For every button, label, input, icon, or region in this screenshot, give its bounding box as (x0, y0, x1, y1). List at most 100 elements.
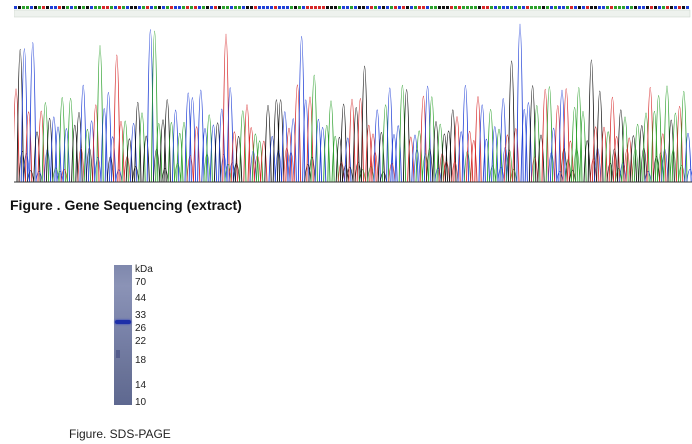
base-call-marker (226, 6, 229, 9)
base-call-marker (538, 6, 541, 9)
trace-peak (461, 85, 470, 183)
base-call-marker (554, 6, 557, 9)
base-call-marker (46, 6, 49, 9)
base-call-marker (222, 6, 225, 9)
base-call-marker (674, 6, 677, 9)
base-call-marker (346, 6, 349, 9)
base-call-marker (270, 6, 273, 9)
trace-minor-peak (304, 164, 312, 183)
trace-peak (352, 107, 360, 183)
base-call-marker (250, 6, 253, 9)
trace-peak (167, 122, 176, 183)
trace-peak (14, 88, 20, 183)
trace-peak (516, 23, 524, 183)
base-call-marker (518, 6, 521, 9)
trace-peak (62, 128, 71, 183)
trace-peak (176, 132, 184, 183)
trace-peak (297, 35, 306, 183)
base-call-marker (234, 6, 237, 9)
trace-minor-peak (489, 165, 497, 183)
trace-minor-peak (686, 168, 692, 183)
trace-minor-peak (560, 148, 568, 183)
trace-minor-peak (623, 148, 631, 183)
base-call-marker (350, 6, 353, 9)
base-call-marker (210, 6, 213, 9)
trace-peak (524, 102, 533, 183)
trace-peak (558, 89, 566, 183)
trace-peak (419, 95, 428, 183)
base-call-marker (414, 6, 417, 9)
trace-peak (377, 131, 386, 183)
trace-peak (478, 104, 486, 183)
trace-peak (117, 121, 125, 183)
trace-minor-peak (501, 147, 509, 183)
base-call-marker (682, 6, 685, 9)
base-call-marker (622, 6, 625, 9)
base-call-marker (678, 6, 681, 9)
trace-peak (314, 118, 323, 183)
trace-peak (407, 136, 415, 183)
base-call-marker (102, 6, 105, 9)
base-call-strip (14, 6, 691, 18)
trace-minor-peak (531, 156, 539, 183)
base-call-marker (514, 6, 517, 9)
base-call-marker (86, 6, 89, 9)
trace-peak (356, 98, 365, 183)
base-call-marker (278, 6, 281, 9)
trace-peak (20, 48, 29, 183)
trace-peak (146, 29, 155, 183)
base-call-marker (34, 6, 37, 9)
base-call-marker (246, 6, 249, 9)
base-call-marker (282, 6, 285, 9)
trace-peak (29, 42, 37, 183)
trace-peak (671, 112, 680, 183)
base-call-marker (154, 6, 157, 9)
trace-peak (457, 131, 465, 183)
base-call-marker (286, 6, 289, 9)
base-call-marker (50, 6, 53, 9)
base-call-marker (42, 6, 45, 9)
trace-peak (230, 131, 239, 183)
trace-peak (617, 109, 625, 183)
trace-peak (554, 105, 562, 183)
trace-peak (449, 109, 457, 183)
trace-peak (390, 134, 398, 183)
base-call-marker (14, 6, 17, 9)
base-call-marker (58, 6, 61, 9)
trace-peak (360, 65, 369, 183)
base-call-marker (354, 6, 357, 9)
base-call-marker (118, 6, 121, 9)
trace-minor-peak (27, 170, 35, 183)
trace-peak (87, 120, 96, 183)
trace-peak (583, 140, 591, 183)
base-call-marker (242, 6, 245, 9)
trace-peak (667, 119, 675, 183)
base-call-marker (430, 6, 433, 9)
base-call-marker (194, 6, 197, 9)
trace-minor-peak (94, 157, 102, 183)
trace-minor-peak (619, 162, 627, 183)
base-call-marker (18, 6, 21, 9)
base-call-marker (650, 6, 653, 9)
base-call-marker (406, 6, 409, 9)
trace-peak (239, 110, 247, 183)
base-call-marker (410, 6, 413, 9)
base-call-marker (618, 6, 621, 9)
base-call-marker (238, 6, 241, 9)
sds-page-gel-lane (114, 265, 132, 405)
base-call-marker (654, 6, 657, 9)
base-call-marker (318, 6, 321, 9)
marker-label: 33 (135, 310, 147, 321)
base-call-marker (598, 6, 601, 9)
trace-peak (306, 96, 314, 183)
base-call-marker (602, 6, 605, 9)
base-call-marker (686, 6, 689, 9)
trace-peak (470, 140, 478, 183)
base-call-marker (394, 6, 397, 9)
trace-peak (209, 124, 218, 183)
trace-minor-peak (573, 147, 581, 183)
trace-peak (495, 128, 503, 183)
trace-minor-peak (358, 169, 366, 183)
marker-label: 14 (135, 380, 147, 391)
trace-peak (638, 125, 646, 183)
